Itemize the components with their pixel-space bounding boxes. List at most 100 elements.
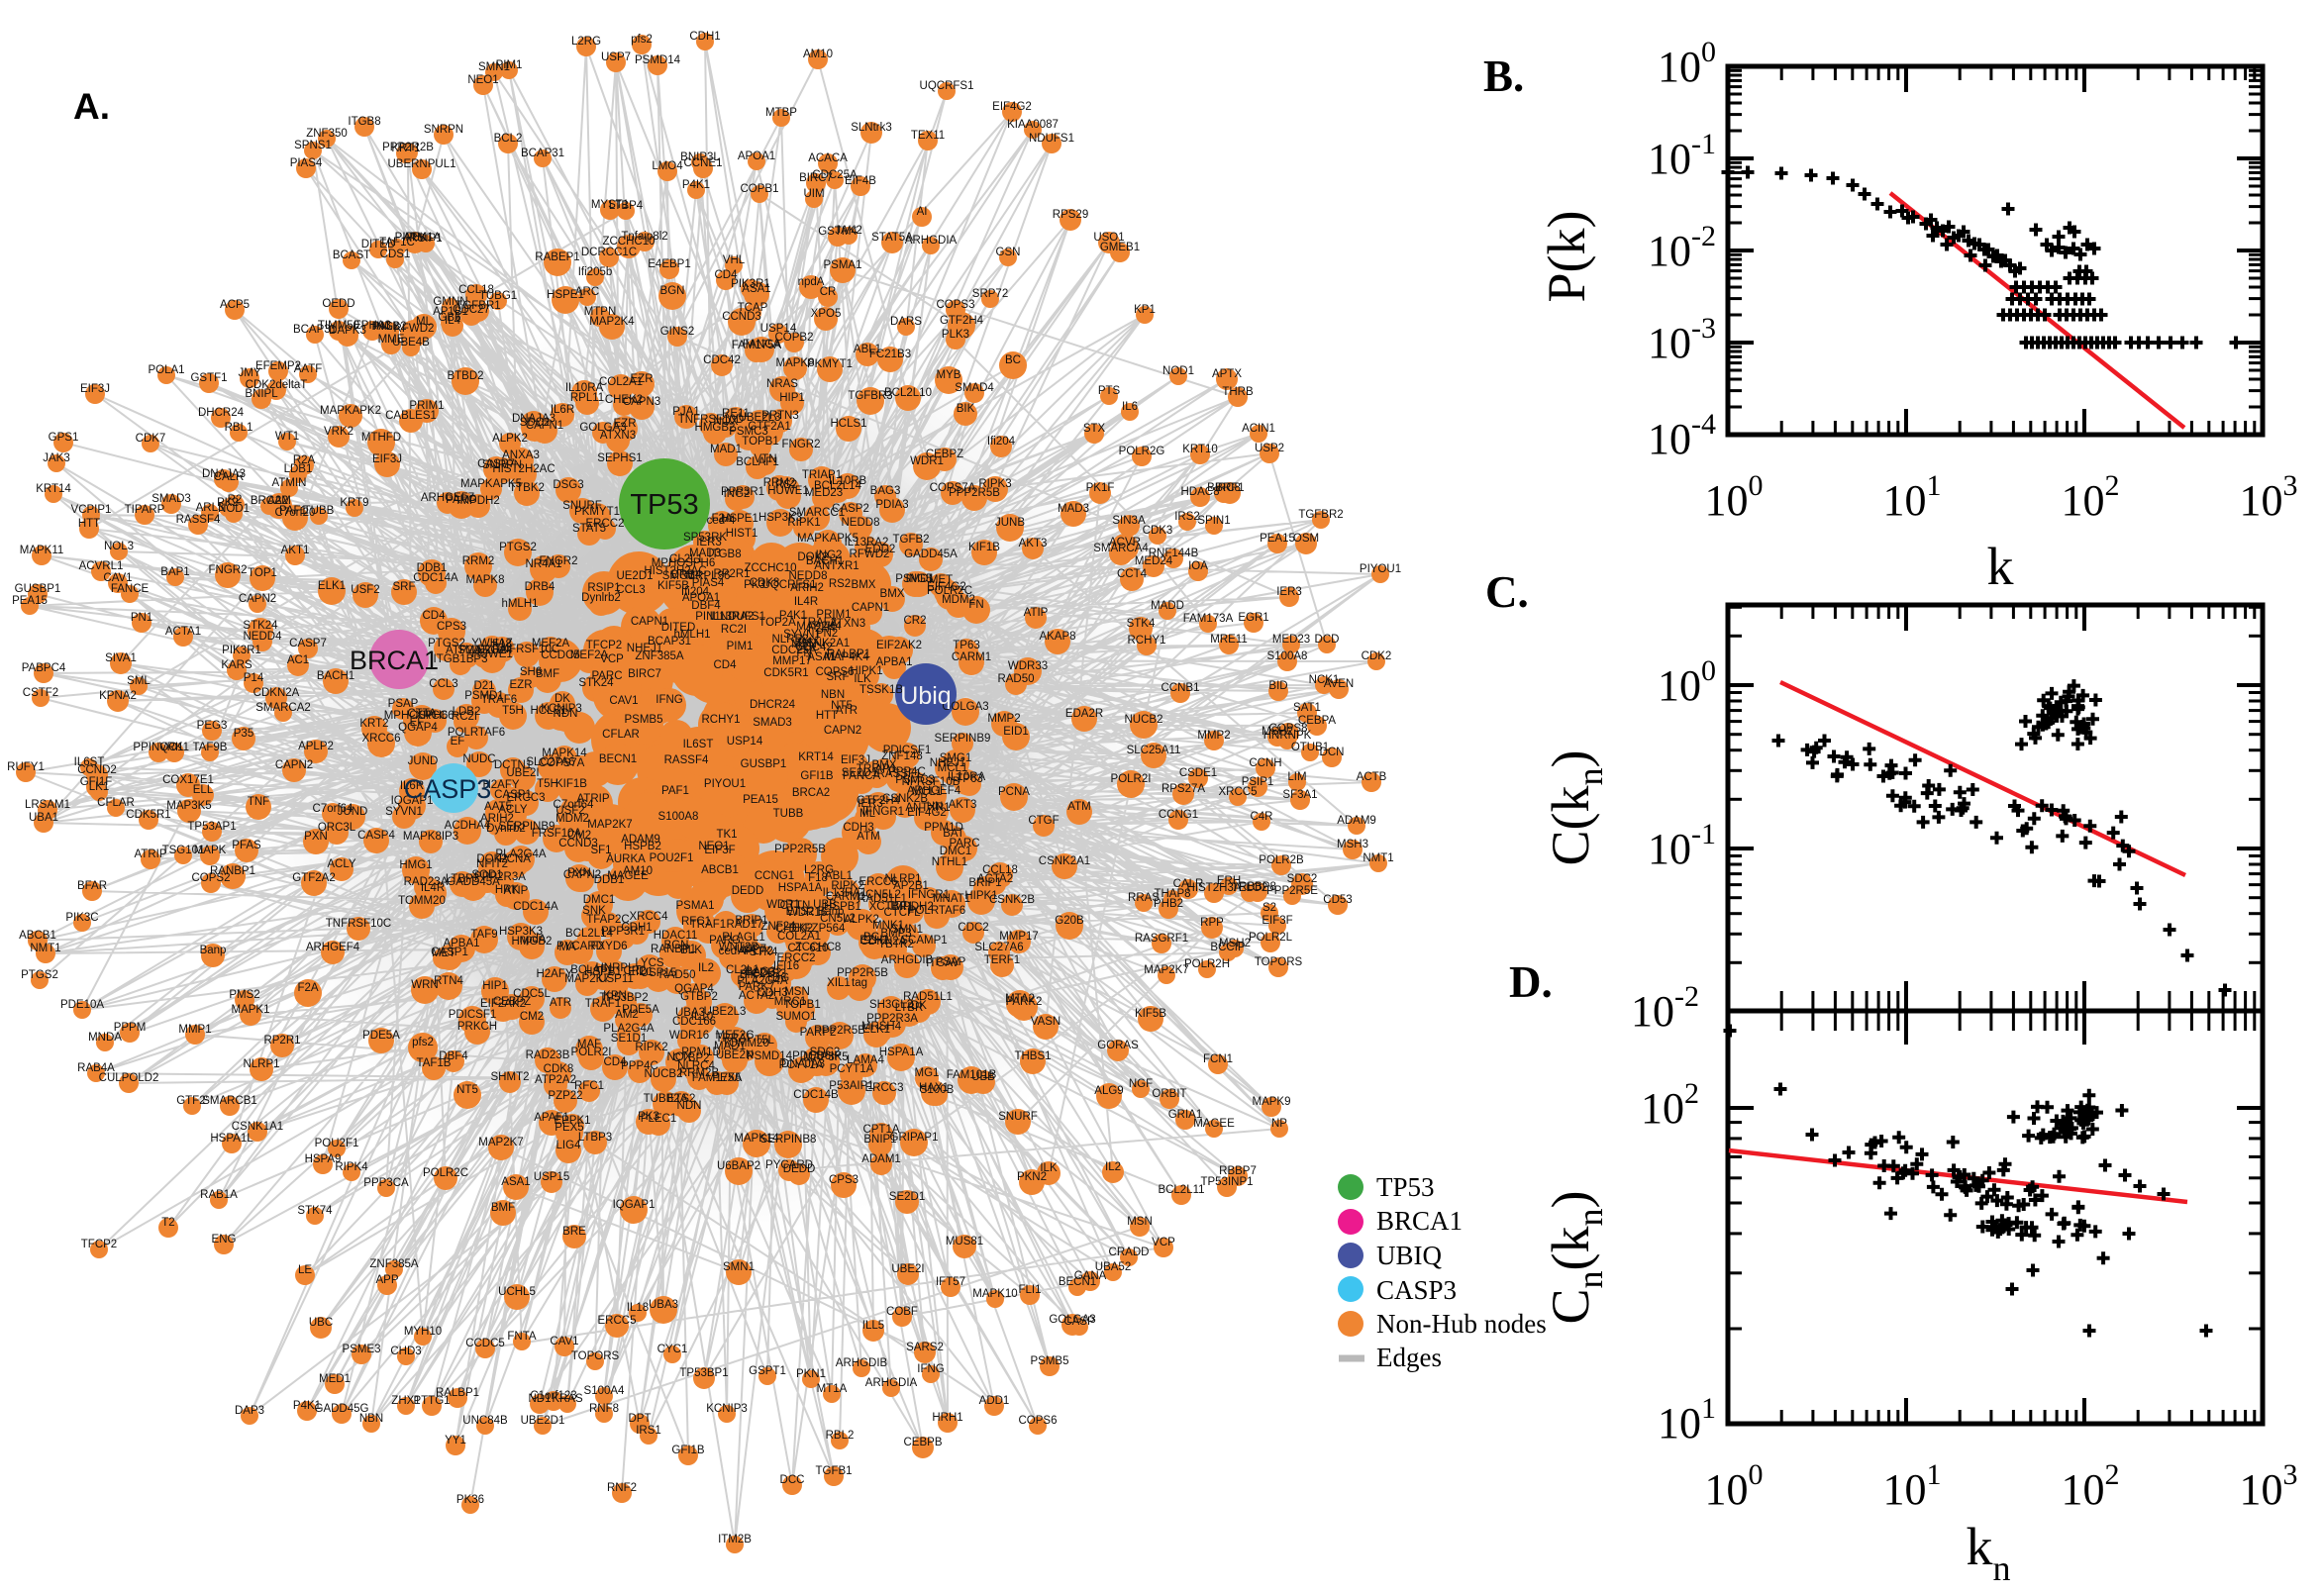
svg-text:MMP1: MMP1 bbox=[178, 1024, 211, 1036]
svg-text:SE2D1: SE2D1 bbox=[842, 767, 877, 779]
svg-text:LIM: LIM bbox=[1287, 771, 1306, 783]
svg-text:CCND3: CCND3 bbox=[722, 311, 761, 323]
svg-text:IRS1: IRS1 bbox=[636, 1425, 661, 1437]
svg-text:NUDC: NUDC bbox=[462, 753, 495, 765]
svg-text:BMX: BMX bbox=[880, 588, 905, 600]
svg-text:APOA1: APOA1 bbox=[682, 592, 720, 604]
svg-text:PDE5A: PDE5A bbox=[362, 1030, 400, 1042]
svg-text:ORBIT: ORBIT bbox=[1152, 1088, 1186, 1100]
svg-text:APBA1: APBA1 bbox=[443, 938, 479, 949]
svg-text:PTGS2: PTGS2 bbox=[21, 969, 58, 981]
svg-text:NCK1: NCK1 bbox=[1309, 674, 1340, 686]
svg-text:EIF3J: EIF3J bbox=[841, 754, 870, 766]
svg-text:KRT9: KRT9 bbox=[340, 497, 368, 509]
svg-text:BECN1: BECN1 bbox=[599, 753, 637, 765]
svg-text:PDIA3: PDIA3 bbox=[875, 499, 908, 511]
svg-text:FCN1: FCN1 bbox=[1203, 1053, 1233, 1065]
svg-text:ATM: ATM bbox=[1067, 801, 1090, 813]
svg-text:IOA: IOA bbox=[1188, 560, 1208, 572]
svg-text:ZNF385A: ZNF385A bbox=[369, 1258, 419, 1270]
svg-text:GADD45A: GADD45A bbox=[904, 549, 958, 560]
svg-text:FNGR2: FNGR2 bbox=[540, 555, 578, 567]
svg-text:BIRC7: BIRC7 bbox=[628, 668, 661, 680]
svg-text:FNTA: FNTA bbox=[507, 1331, 537, 1343]
svg-text:CDK7: CDK7 bbox=[136, 433, 166, 445]
svg-text:BGN: BGN bbox=[660, 285, 685, 297]
svg-text:P4K1: P4K1 bbox=[779, 610, 807, 622]
svg-text:TK1: TK1 bbox=[716, 829, 737, 841]
svg-text:ARL3: ARL3 bbox=[196, 502, 225, 514]
svg-text:CDC14A: CDC14A bbox=[513, 901, 558, 913]
svg-text:TOMM20: TOMM20 bbox=[398, 895, 446, 907]
svg-text:HSPA1A: HSPA1A bbox=[879, 1047, 924, 1058]
svg-text:CASP2: CASP2 bbox=[832, 503, 869, 515]
svg-text:BCAP31: BCAP31 bbox=[648, 636, 691, 648]
svg-text:PPPM: PPPM bbox=[114, 1022, 147, 1034]
svg-text:FLI1: FLI1 bbox=[1018, 1284, 1041, 1296]
svg-text:CARM1: CARM1 bbox=[952, 651, 991, 663]
svg-text:ALG9: ALG9 bbox=[1094, 1085, 1123, 1097]
svg-text:LRSAM1: LRSAM1 bbox=[25, 799, 70, 811]
svg-text:EIF3J: EIF3J bbox=[80, 383, 110, 395]
svg-text:GSN: GSN bbox=[996, 247, 1021, 258]
svg-text:GRIPAP1: GRIPAP1 bbox=[890, 1132, 939, 1144]
svg-text:EZH2: EZH2 bbox=[859, 935, 888, 947]
svg-text:HMG1: HMG1 bbox=[399, 859, 432, 871]
svg-text:MMP17: MMP17 bbox=[772, 655, 812, 667]
svg-text:S2: S2 bbox=[1262, 902, 1276, 914]
svg-text:RALBP1: RALBP1 bbox=[436, 1387, 479, 1399]
svg-text:COL2A1: COL2A1 bbox=[777, 931, 821, 943]
svg-text:NUCB2: NUCB2 bbox=[645, 1068, 683, 1080]
svg-text:PCNA: PCNA bbox=[998, 786, 1030, 798]
svg-text:Ubiq: Ubiq bbox=[900, 682, 951, 710]
svg-text:DCD: DCD bbox=[1315, 634, 1340, 646]
svg-text:PIK3R1: PIK3R1 bbox=[222, 645, 261, 656]
svg-text:CDS1: CDS1 bbox=[380, 249, 411, 260]
svg-text:SERPINB9: SERPINB9 bbox=[935, 733, 991, 745]
svg-text:ACP5: ACP5 bbox=[220, 299, 250, 311]
svg-text:C.: C. bbox=[1485, 567, 1529, 617]
svg-text:PIK3C: PIK3C bbox=[65, 912, 98, 924]
svg-text:USP2: USP2 bbox=[1255, 443, 1284, 454]
svg-text:PPP2R5B: PPP2R5B bbox=[814, 1025, 865, 1037]
svg-text:SYVN1: SYVN1 bbox=[783, 629, 821, 641]
svg-text:GFI1B: GFI1B bbox=[671, 1445, 705, 1456]
svg-text:EF: EF bbox=[451, 736, 465, 748]
svg-text:CSNK2B: CSNK2B bbox=[882, 793, 928, 805]
svg-text:ENG: ENG bbox=[212, 1234, 237, 1246]
svg-text:BCAP31: BCAP31 bbox=[293, 324, 337, 336]
svg-text:B.: B. bbox=[1483, 51, 1524, 101]
svg-text:SPIN1: SPIN1 bbox=[1197, 515, 1230, 527]
svg-text:A2M: A2M bbox=[267, 495, 291, 507]
svg-text:CCND3: CCND3 bbox=[558, 838, 598, 849]
svg-text:COPS7A: COPS7A bbox=[539, 757, 585, 769]
svg-text:MAPKAPK5: MAPKAPK5 bbox=[797, 533, 858, 545]
svg-text:SH3GL2: SH3GL2 bbox=[869, 999, 913, 1011]
svg-text:MMP2: MMP2 bbox=[1197, 730, 1230, 742]
svg-text:MYH10: MYH10 bbox=[404, 1326, 442, 1338]
svg-text:SRF: SRF bbox=[393, 581, 416, 593]
svg-text:UBE2L3: UBE2L3 bbox=[704, 1006, 747, 1018]
svg-text:NMT1: NMT1 bbox=[30, 943, 60, 954]
svg-text:CCNH: CCNH bbox=[1249, 757, 1281, 769]
svg-text:CCL18: CCL18 bbox=[982, 864, 1018, 876]
svg-text:BRCA1: BRCA1 bbox=[1376, 1206, 1463, 1236]
svg-text:PIM1: PIM1 bbox=[727, 641, 754, 652]
svg-text:COPS2: COPS2 bbox=[192, 872, 231, 884]
svg-text:OEDD: OEDD bbox=[322, 298, 354, 310]
svg-text:UBERNPUL1: UBERNPUL1 bbox=[387, 158, 455, 170]
svg-text:CAPN1: CAPN1 bbox=[852, 602, 889, 614]
svg-text:MME: MME bbox=[378, 334, 405, 346]
svg-text:BCAP31: BCAP31 bbox=[521, 148, 564, 159]
svg-text:TOPORS: TOPORS bbox=[571, 1350, 620, 1362]
svg-text:KRT14: KRT14 bbox=[36, 483, 71, 495]
svg-text:CAV1: CAV1 bbox=[103, 572, 132, 584]
svg-text:BID: BID bbox=[1268, 680, 1287, 692]
svg-text:PPM1D: PPM1D bbox=[924, 822, 963, 834]
svg-text:MMP2: MMP2 bbox=[987, 713, 1020, 725]
svg-text:ING2: ING2 bbox=[816, 549, 843, 561]
svg-text:THBS1: THBS1 bbox=[1014, 1050, 1051, 1062]
svg-text:DMC1: DMC1 bbox=[583, 894, 616, 906]
svg-text:MAPK9: MAPK9 bbox=[1253, 1096, 1291, 1108]
svg-text:RASGRF1: RASGRF1 bbox=[1135, 933, 1188, 945]
